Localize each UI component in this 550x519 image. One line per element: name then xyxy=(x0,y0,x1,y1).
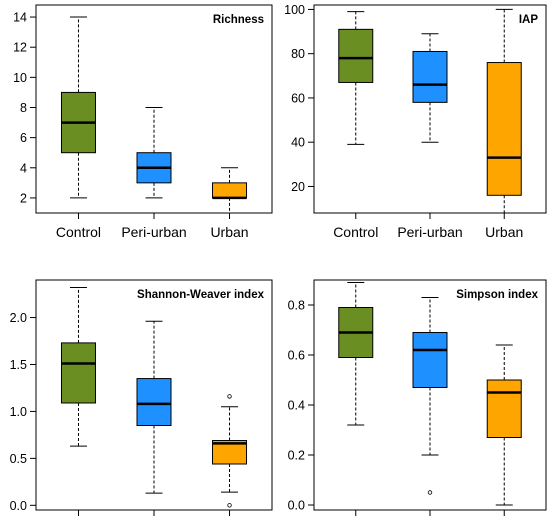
y-tick-label: 0.0 xyxy=(10,499,27,513)
x-tick-label: Peri-urban xyxy=(121,224,186,240)
panel-title: IAP xyxy=(519,14,539,26)
box-urban xyxy=(212,182,248,199)
y-tick-label: 0.8 xyxy=(288,299,305,313)
y-tick-label: 20 xyxy=(291,180,305,194)
panel-title: Simpson index xyxy=(456,289,538,301)
y-tick-label: 100 xyxy=(284,3,305,17)
y-tick-label: 10 xyxy=(13,71,27,85)
box-peri-urban xyxy=(136,378,172,427)
box-control xyxy=(60,342,96,404)
x-tick-label: Urban xyxy=(210,224,248,240)
x-tick-label: Control xyxy=(56,224,101,240)
y-tick-label: 6 xyxy=(20,131,27,145)
panel-title: Richness xyxy=(213,14,264,26)
y-tick-label: 0.5 xyxy=(10,452,27,466)
box-peri-urban xyxy=(412,332,448,388)
y-tick-label: 14 xyxy=(13,11,27,25)
panel-title: Shannon-Weaver index xyxy=(137,289,265,301)
y-tick-label: 40 xyxy=(291,136,305,150)
panel-2: IAP 20 40 60 80 100 Control Peri-urban Urban xyxy=(284,3,547,240)
x-tick-label: Urban xyxy=(485,224,523,240)
y-tick-label: 0.2 xyxy=(288,449,305,463)
box-urban xyxy=(486,62,522,196)
y-tick-label: 4 xyxy=(20,161,27,175)
outlier-peri-urban xyxy=(427,490,433,495)
x-tick-label: Control xyxy=(333,224,378,240)
box-urban xyxy=(212,440,248,465)
y-tick-label: 1.0 xyxy=(10,405,27,419)
box-urban xyxy=(486,379,522,438)
panel-3: Shannon-Weaver index0.00.51.01.52.0Contr… xyxy=(10,279,273,516)
y-tick-label: 1.5 xyxy=(10,358,27,372)
x-tick-label: Peri-urban xyxy=(397,224,462,240)
y-tick-label: 8 xyxy=(20,101,27,115)
y-tick-label: 12 xyxy=(13,41,27,55)
box-peri-urban xyxy=(412,50,448,103)
outlier-urban xyxy=(227,503,232,508)
panel-1: Richness 2 4 6 8 10 12 14 Control Peri-urban Urban xyxy=(13,4,273,240)
y-tick-label: 0.0 xyxy=(288,499,305,513)
y-tick-label: 0.4 xyxy=(288,399,305,413)
box-control xyxy=(338,28,374,83)
y-tick-label: 0.6 xyxy=(288,349,305,363)
y-tick-label: 80 xyxy=(291,47,305,61)
panel-4: Simpson index0.00.20.40.60.8ControlPeri-… xyxy=(288,279,547,516)
y-tick-label: 60 xyxy=(291,91,305,105)
y-tick-label: 2.0 xyxy=(10,311,27,325)
y-tick-label: 2 xyxy=(20,191,27,205)
outlier-urban xyxy=(227,394,232,399)
